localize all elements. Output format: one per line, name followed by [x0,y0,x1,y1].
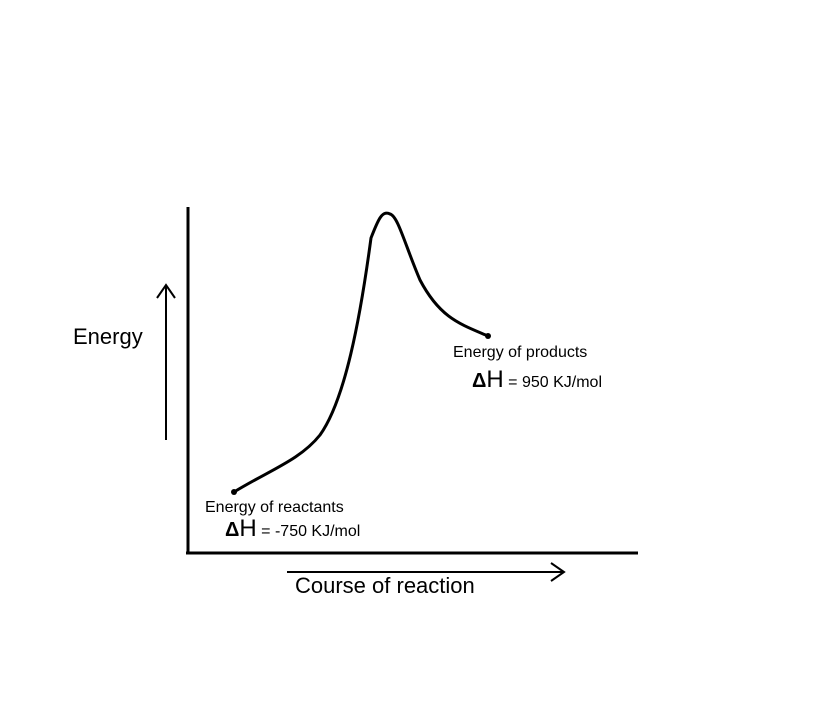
h-symbol: H [239,515,257,542]
h-symbol: H [486,366,504,393]
reactants-label: Energy of reactants [205,499,344,516]
reactants-point [231,489,237,495]
delta-symbol: Δ [472,370,487,392]
delta-symbol: Δ [225,519,240,541]
y-axis-label: Energy [73,324,143,349]
products-label: Energy of products [453,344,588,361]
energy-curve [233,211,489,494]
products-value: = 950 KJ/mol [508,374,602,391]
x-axis-label: Course of reaction [295,573,475,598]
reactants-enthalpy: ΔH = -750 KJ/mol [225,515,360,543]
products-enthalpy: ΔH = 950 KJ/mol [472,366,602,394]
reactants-value: = -750 KJ/mol [261,523,361,540]
reaction-arrow-right [287,562,566,582]
energy-arrow-up [156,283,176,440]
products-point [485,333,491,339]
